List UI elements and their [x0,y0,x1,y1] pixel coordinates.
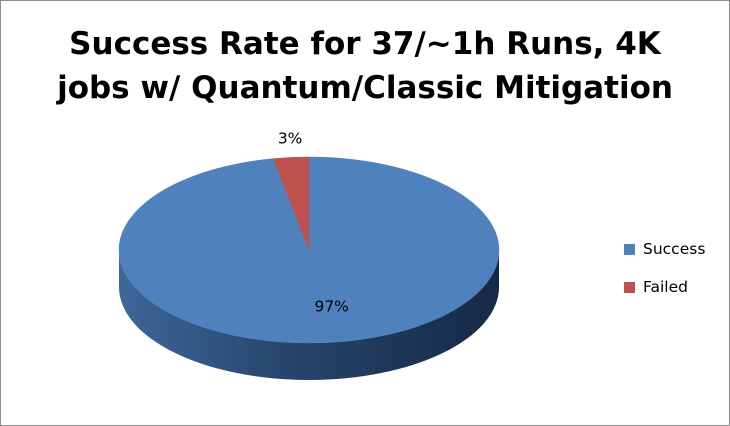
legend-label-success: Success [643,240,706,258]
pie-side-wall [119,250,499,380]
data-label-success: 97% [314,297,348,315]
legend-swatch-failed [624,281,635,293]
legend-item-success: Success [624,238,705,260]
chart-title-line-2: jobs w/ Quantum/Classic Mitigation [57,70,673,106]
chart-title: Success Rate for 37/~1h Runs, 4K jobs w/… [0,22,730,110]
legend-label-failed: Failed [643,278,688,296]
pie-slice-failed [273,156,310,251]
data-label-failed: 3% [278,129,303,147]
chart-title-line-1: Success Rate for 37/~1h Runs, 4K [69,26,661,62]
legend-item-failed: Failed [624,276,705,298]
legend: Success Failed [624,238,705,314]
legend-swatch-success [624,243,635,255]
